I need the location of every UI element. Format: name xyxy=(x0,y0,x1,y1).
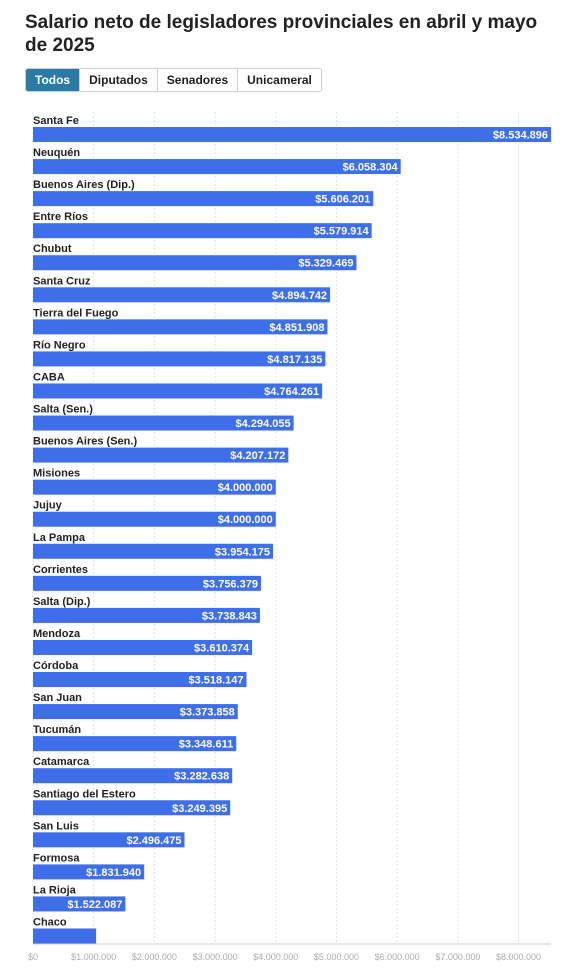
value-label: $3.954.175 xyxy=(215,546,270,558)
value-label: $5.606.201 xyxy=(315,194,370,206)
bar xyxy=(33,575,261,591)
bar xyxy=(33,768,233,784)
value-label: $3.610.374 xyxy=(194,642,250,654)
category-label: Buenos Aires (Sen.) xyxy=(33,436,137,448)
chart-title: Salario neto de legisladores provinciale… xyxy=(25,12,538,56)
bar xyxy=(33,223,372,239)
value-label: $3.249.395 xyxy=(172,803,227,815)
category-label: Santa Fe xyxy=(33,115,79,127)
category-label: Entre Ríos xyxy=(33,211,88,223)
value-label: $4.894.742 xyxy=(272,290,327,302)
category-label: San Juan xyxy=(33,692,82,704)
category-label: Santiago del Estero xyxy=(33,788,136,800)
x-tick-label: $0 xyxy=(28,952,38,962)
bar xyxy=(33,415,294,431)
value-label: $4.764.261 xyxy=(264,386,319,398)
tab-diputados[interactable]: Diputados xyxy=(80,69,158,91)
bar xyxy=(33,832,185,848)
value-label: $5.579.914 xyxy=(314,226,370,238)
bar xyxy=(33,255,357,271)
value-label: $3.348.611 xyxy=(179,739,233,751)
bar xyxy=(33,864,145,880)
category-label: Misiones xyxy=(33,468,80,480)
bar xyxy=(33,928,97,944)
tab-todos[interactable]: Todos xyxy=(26,69,81,91)
category-label: Catamarca xyxy=(33,756,90,768)
value-label: $4.207.172 xyxy=(230,450,285,462)
bar xyxy=(33,127,551,142)
value-label: $5.329.469 xyxy=(298,258,353,270)
value-label: $3.282.638 xyxy=(174,771,229,783)
category-label: Santa Cruz xyxy=(33,275,91,287)
category-label: San Luis xyxy=(33,820,79,832)
bar xyxy=(33,287,331,303)
bar xyxy=(33,639,253,655)
category-label: Salta (Sen.) xyxy=(33,404,93,416)
value-label: $4.000.000 xyxy=(218,514,273,526)
x-tick-label: $6.000.000 xyxy=(375,952,420,962)
value-label: $3.518.147 xyxy=(188,675,243,687)
category-label: Mendoza xyxy=(33,628,81,640)
category-label: La Rioja xyxy=(33,884,77,896)
filter-tabs: Todos Diputados Senadores Unicameral xyxy=(25,68,322,92)
value-label: $3.738.843 xyxy=(202,610,257,622)
category-label: Salta (Dip.) xyxy=(33,596,91,608)
category-label: Chubut xyxy=(33,243,72,255)
value-label: $1.831.940 xyxy=(86,867,141,879)
x-tick-label: $4.000.000 xyxy=(253,952,298,962)
value-label: $4.000.000 xyxy=(218,482,273,494)
x-tick-label: $1.000.000 xyxy=(71,952,116,962)
bar xyxy=(33,896,126,912)
bar xyxy=(33,159,401,175)
bar xyxy=(33,319,328,335)
value-label: $1.522.087 xyxy=(67,899,122,911)
category-label: Buenos Aires (Dip.) xyxy=(33,179,135,191)
bar xyxy=(33,383,323,399)
category-label: Formosa xyxy=(33,852,80,864)
category-label: Jujuy xyxy=(33,500,63,512)
value-label: $2.496.475 xyxy=(126,835,181,847)
x-tick-label: $7.000.000 xyxy=(435,952,480,962)
bar xyxy=(33,511,276,527)
bar xyxy=(33,607,260,623)
category-label: Río Negro xyxy=(33,339,86,351)
bar xyxy=(33,543,273,559)
bar xyxy=(33,191,374,207)
category-label: CABA xyxy=(33,371,65,383)
tab-senadores[interactable]: Senadores xyxy=(157,69,239,91)
value-label: $6.058.304 xyxy=(343,162,399,174)
bar xyxy=(33,736,237,752)
x-tick-label: $5.000.000 xyxy=(314,952,359,962)
category-label: Tucumán xyxy=(33,724,81,736)
value-label: $4.851.908 xyxy=(269,322,324,334)
category-label: Chaco xyxy=(33,917,67,929)
x-tick-label: $8.000.000 xyxy=(496,952,541,962)
category-label: Córdoba xyxy=(33,660,79,672)
category-label: Tierra del Fuego xyxy=(33,307,119,319)
category-label: La Pampa xyxy=(33,532,86,544)
bar xyxy=(33,800,231,816)
category-label: Neuquén xyxy=(33,147,80,159)
bar xyxy=(33,479,276,495)
value-label: $3.373.858 xyxy=(180,707,235,719)
category-label: Corrientes xyxy=(33,564,88,576)
value-label: $8.534.896 xyxy=(493,130,548,142)
value-label: $3.756.379 xyxy=(203,578,258,590)
tab-unicameral[interactable]: Unicameral xyxy=(238,69,321,91)
value-label: $4.817.135 xyxy=(267,354,322,366)
x-tick-label: $2.000.000 xyxy=(132,952,177,962)
x-tick-label: $3.000.000 xyxy=(193,952,238,962)
bar xyxy=(33,704,238,720)
bar xyxy=(33,672,247,688)
bar xyxy=(33,447,289,463)
bar xyxy=(33,351,326,367)
value-label: $4.294.055 xyxy=(236,418,291,430)
